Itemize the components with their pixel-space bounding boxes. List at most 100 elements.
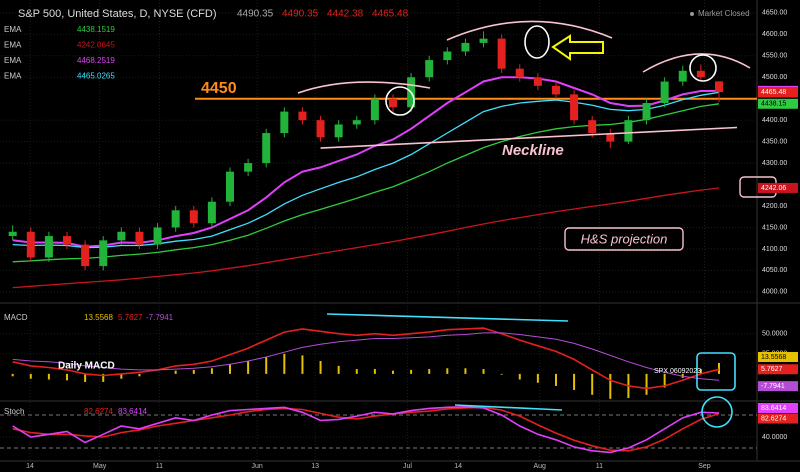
legend-name: EMA — [4, 25, 22, 34]
x-tick-label: 13 — [311, 463, 319, 470]
neckline — [320, 126, 738, 149]
candle-body — [298, 111, 307, 121]
candle-body — [207, 201, 216, 224]
x-tick-label: 11 — [596, 463, 603, 470]
candle-body — [135, 231, 144, 245]
projection-label: H&S projection — [581, 231, 668, 246]
candle-body — [497, 38, 506, 69]
candle-body — [714, 81, 723, 93]
value-box — [758, 381, 798, 392]
legend-value: 4468.2519 — [77, 56, 115, 65]
highlight-circle — [385, 86, 415, 116]
histogram-bar — [120, 373, 123, 379]
value-box — [758, 98, 798, 109]
y-tick-label: 4000.00 — [762, 289, 787, 296]
highlight-circle — [689, 54, 717, 82]
chart-title: S&P 500, United States, D, NYSE (CFD) — [18, 8, 216, 20]
x-tick-label: 14 — [26, 463, 34, 470]
ohlc-low: 4442.38 — [327, 9, 364, 20]
y-tick-label: 50.0000 — [762, 331, 787, 338]
histogram-bar — [301, 355, 304, 374]
candle-body — [262, 133, 271, 164]
candle-body — [515, 68, 524, 78]
candle-body — [81, 244, 90, 267]
histogram-bar — [663, 373, 666, 388]
value-box — [758, 413, 798, 424]
histogram-bar — [536, 373, 539, 383]
x-tick-label: Jun — [252, 463, 263, 470]
projection-box — [564, 227, 684, 251]
histogram-bar — [699, 369, 702, 374]
left-shoulder-arc — [297, 81, 431, 94]
histogram-bar — [482, 369, 485, 374]
candle-body — [280, 111, 289, 134]
value-box — [758, 364, 798, 375]
market-status: Market Closed — [698, 9, 750, 18]
header: S&P 500, United States, D, NYSE (CFD) 44… — [18, 8, 750, 20]
x-tick-label: Jul — [403, 463, 412, 470]
level-label: 4450 — [201, 80, 237, 97]
candle-body — [153, 227, 162, 245]
histogram-bar — [573, 373, 576, 390]
candle-body — [606, 133, 615, 142]
histogram-bar — [228, 364, 231, 374]
candle-body — [533, 77, 542, 86]
candle-body — [63, 236, 72, 245]
stoch-line — [12, 406, 720, 452]
histogram-bar — [645, 373, 648, 395]
stoch-highlight-circle — [701, 396, 733, 428]
value-box-label: 5.7627 — [761, 366, 783, 373]
histogram-bar — [174, 370, 177, 374]
histogram-bar — [47, 373, 50, 380]
value-box-label: 83.6414 — [761, 405, 786, 412]
candle-body — [225, 171, 234, 202]
candle-body — [570, 94, 579, 121]
histogram-bar — [410, 369, 413, 374]
stoch-line — [12, 405, 720, 454]
head-arc — [446, 20, 613, 41]
value-box — [758, 402, 798, 413]
macd-highlight-box — [696, 352, 736, 391]
candle-body — [425, 60, 434, 78]
candle-body — [99, 240, 108, 267]
legend-name: EMA — [4, 72, 22, 81]
x-tick-label: 14 — [454, 463, 462, 470]
histogram-bar — [138, 373, 141, 377]
axis-labels: 14 May 11 Jun 13 Jul 14 Aug 11 Sep 4650.00 4600.00 4… — [4, 10, 798, 470]
candle-body — [588, 120, 597, 134]
legend-value: 4242.0645 — [77, 41, 115, 50]
y-tick-label: 4500.00 — [762, 74, 787, 81]
y-tick-label: 4550.00 — [762, 53, 787, 60]
value-box-label: 13.5568 — [761, 354, 786, 361]
legend-name: EMA — [4, 56, 22, 65]
highlight-circle — [524, 25, 550, 59]
histogram-bar — [500, 373, 503, 375]
macd-value: 5.7627 — [118, 313, 143, 322]
candle-body — [660, 81, 669, 104]
histogram-bar — [337, 365, 340, 374]
candle-body — [370, 98, 379, 121]
histogram-bar — [609, 373, 612, 399]
stoch-d-value: 82.6274 — [84, 407, 113, 416]
candle-body — [316, 120, 325, 138]
candle-body — [44, 236, 53, 258]
stoch-title: Stoch — [4, 407, 24, 416]
y-tick-label: 40.0000 — [762, 434, 787, 441]
legend-value: 4438.1519 — [77, 25, 115, 34]
watermark: SPX 06092023 — [654, 368, 701, 375]
status-dot — [690, 12, 694, 16]
y-tick-label: 4200.00 — [762, 203, 787, 210]
histogram-bar — [554, 373, 557, 386]
histogram-bar — [29, 373, 32, 379]
y-tick-label: 4100.00 — [762, 246, 787, 253]
annotations — [297, 20, 777, 428]
ema-line — [12, 76, 720, 248]
macd-annotation: Daily MACD — [58, 361, 115, 372]
candle-body — [334, 124, 343, 138]
value-box-label: 82.6274 — [761, 415, 786, 422]
histogram-bar — [210, 368, 213, 374]
candle-body — [8, 231, 17, 237]
candle-body — [189, 210, 198, 224]
value-box-label: -7.7941 — [761, 383, 785, 390]
